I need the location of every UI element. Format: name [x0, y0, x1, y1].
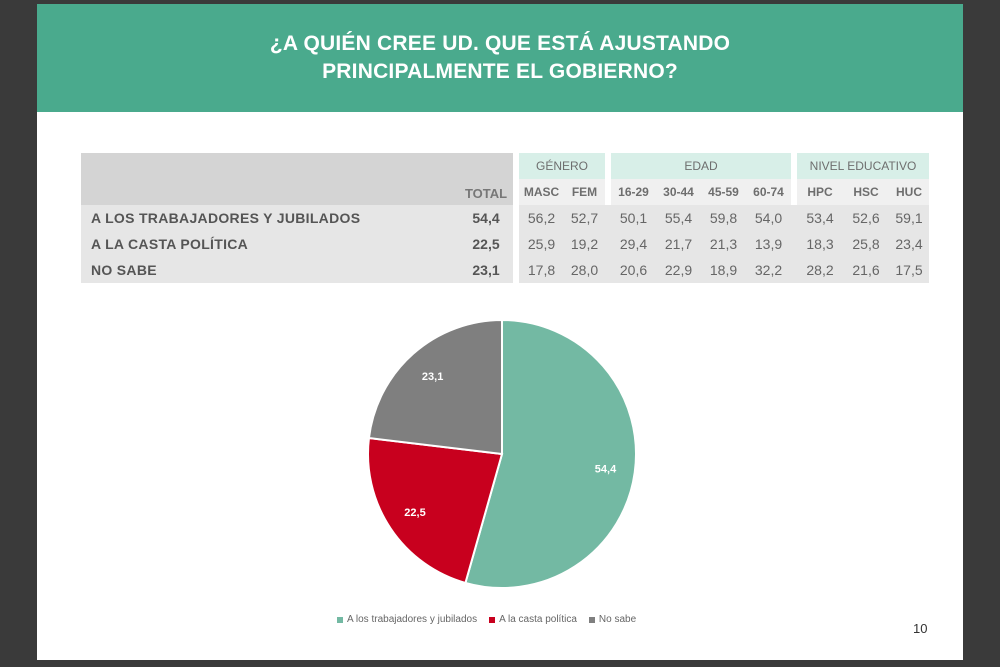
- row-label: NO SABE: [81, 257, 459, 283]
- table-cell: 59,8: [701, 205, 746, 231]
- table-cell: 13,9: [746, 231, 791, 257]
- row-label: A LA CASTA POLÍTICA: [81, 231, 459, 257]
- row-total: 23,1: [459, 257, 513, 283]
- pie-slice-label: 23,1: [422, 371, 443, 383]
- legend-item: A la casta política: [489, 614, 577, 625]
- title-line-1: ¿A QUIÉN CREE UD. QUE ESTÁ AJUSTANDO: [269, 32, 731, 55]
- row-total: 22,5: [459, 231, 513, 257]
- table-cell: 17,5: [889, 257, 929, 283]
- group-header-genero: GÉNERO: [519, 153, 605, 179]
- table-cell: 21,6: [843, 257, 889, 283]
- table-cell: 21,3: [701, 231, 746, 257]
- table-corner: [81, 153, 459, 205]
- title-banner: ¿A QUIÉN CREE UD. QUE ESTÁ AJUSTANDO PRI…: [37, 4, 963, 112]
- col-header-hsc: HSC: [843, 179, 889, 205]
- pie-slice-label: 22,5: [404, 507, 425, 519]
- group-header-row: TOTAL GÉNERO EDAD NIVEL EDUCATIVO: [81, 153, 929, 205]
- table-cell: 32,2: [746, 257, 791, 283]
- legend-swatch: [588, 616, 595, 623]
- column-header-row: MASC FEM 16-29 30-44 45-59 60-74 HPC HSC…: [81, 179, 929, 205]
- table-cell: 17,8: [519, 257, 564, 283]
- table-cell: 55,4: [656, 205, 701, 231]
- table-cell: 53,4: [797, 205, 843, 231]
- pie-chart: 54,4 22,5 23,1: [367, 318, 637, 589]
- col-header-masc: MASC: [519, 179, 564, 205]
- table-cell: 19,2: [564, 231, 605, 257]
- legend-item: A los trabajadores y jubilados: [337, 614, 477, 625]
- table-row: A LOS TRABAJADORES Y JUBILADOS 54,4 56,2…: [81, 205, 929, 231]
- legend-label: A la casta política: [499, 614, 577, 625]
- table-cell: 22,9: [656, 257, 701, 283]
- col-header-60-74: 60-74: [746, 179, 791, 205]
- total-header: TOTAL: [459, 153, 513, 205]
- table-cell: 21,7: [656, 231, 701, 257]
- table-cell: 18,3: [797, 231, 843, 257]
- chart-legend: A los trabajadores y jubilados A la cast…: [337, 614, 636, 625]
- col-header-hpc: HPC: [797, 179, 843, 205]
- legend-item: No sabe: [588, 614, 637, 625]
- table-cell: 18,9: [701, 257, 746, 283]
- col-header-fem: FEM: [564, 179, 605, 205]
- pie-slice: [367, 318, 503, 456]
- col-header-16-29: 16-29: [611, 179, 656, 205]
- table-cell: 23,4: [889, 231, 929, 257]
- table-cell: 52,6: [843, 205, 889, 231]
- table-cell: 59,1: [889, 205, 929, 231]
- title-line-2: PRINCIPALMENTE EL GOBIERNO?: [322, 60, 678, 83]
- legend-label: No sabe: [598, 614, 637, 625]
- crosstab-table: TOTAL GÉNERO EDAD NIVEL EDUCATIVO MASC F…: [81, 153, 929, 283]
- legend-swatch: [337, 616, 343, 623]
- row-total: 54,4: [459, 205, 513, 231]
- table-cell: 28,2: [797, 257, 843, 283]
- page-number: 10: [913, 621, 928, 636]
- col-header-30-44: 30-44: [656, 179, 701, 205]
- table-cell: 52,7: [564, 205, 605, 231]
- pie-slice: [464, 318, 637, 589]
- table-cell: 54,0: [746, 205, 791, 231]
- col-header-huc: HUC: [889, 179, 929, 205]
- table-cell: 25,8: [843, 231, 889, 257]
- group-header-edad: EDAD: [611, 153, 791, 179]
- table-cell: 56,2: [519, 205, 564, 231]
- table-cell: 25,9: [519, 231, 564, 257]
- slide: ¿A QUIÉN CREE UD. QUE ESTÁ AJUSTANDO PRI…: [37, 4, 963, 660]
- table-cell: 28,0: [564, 257, 605, 283]
- pie-slice: [367, 436, 504, 585]
- table-cell: 50,1: [611, 205, 656, 231]
- group-header-nivel-educativo: NIVEL EDUCATIVO: [797, 153, 929, 179]
- table-cell: 29,4: [611, 231, 656, 257]
- legend-swatch: [489, 616, 496, 623]
- col-header-45-59: 45-59: [701, 179, 746, 205]
- pie-slice-label: 54,4: [595, 463, 617, 475]
- legend-label: A los trabajadores y jubilados: [347, 614, 478, 625]
- table-row: NO SABE 23,1 17,8 28,0 20,6 22,9 18,9 32…: [81, 257, 929, 283]
- table-row: A LA CASTA POLÍTICA 22,5 25,9 19,2 29,4 …: [81, 231, 929, 257]
- row-label: A LOS TRABAJADORES Y JUBILADOS: [81, 205, 459, 231]
- table-cell: 20,6: [611, 257, 656, 283]
